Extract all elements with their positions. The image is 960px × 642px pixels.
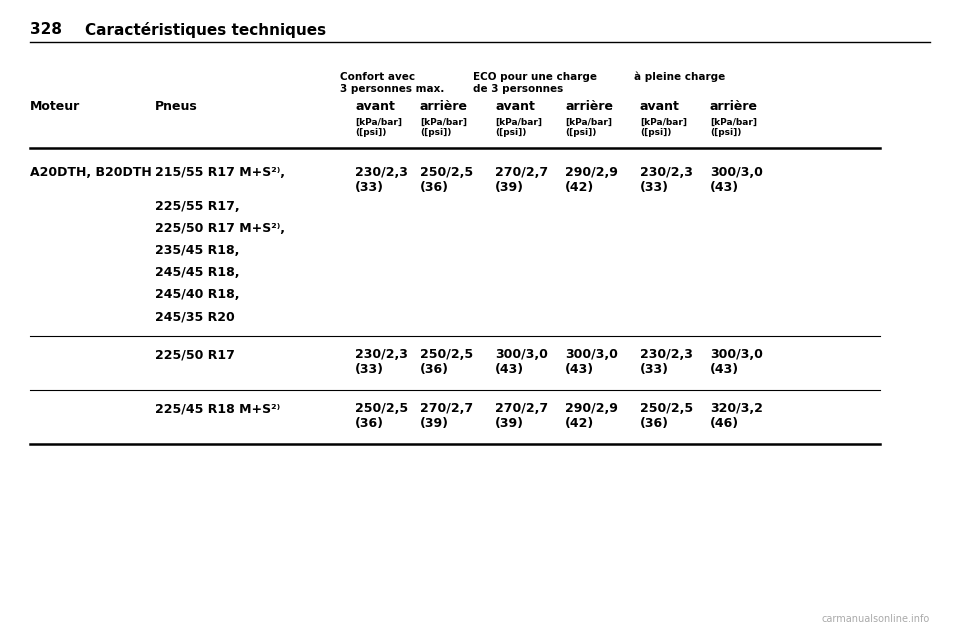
- Text: 230/2,3
(33): 230/2,3 (33): [355, 166, 408, 194]
- Text: 300/3,0
(43): 300/3,0 (43): [710, 166, 763, 194]
- Text: 320/3,2
(46): 320/3,2 (46): [710, 402, 763, 430]
- Text: 250/2,5
(36): 250/2,5 (36): [640, 402, 693, 430]
- Text: arrière: arrière: [420, 100, 468, 113]
- Text: 245/40 R18,: 245/40 R18,: [155, 288, 239, 301]
- Text: A20DTH, B20DTH: A20DTH, B20DTH: [30, 166, 152, 179]
- Text: 290/2,9
(42): 290/2,9 (42): [565, 402, 618, 430]
- Text: Confort avec
3 personnes max.: Confort avec 3 personnes max.: [340, 72, 444, 94]
- Text: 300/3,0
(43): 300/3,0 (43): [565, 348, 618, 376]
- Text: Caractéristiques techniques: Caractéristiques techniques: [85, 22, 326, 38]
- Text: 245/35 R20: 245/35 R20: [155, 310, 235, 323]
- Text: 300/3,0
(43): 300/3,0 (43): [710, 348, 763, 376]
- Text: avant: avant: [495, 100, 535, 113]
- Text: 270/2,7
(39): 270/2,7 (39): [495, 166, 548, 194]
- Text: 300/3,0
(43): 300/3,0 (43): [495, 348, 548, 376]
- Text: 230/2,3
(33): 230/2,3 (33): [355, 348, 408, 376]
- Text: [kPa/bar]
([psi]): [kPa/bar] ([psi]): [565, 118, 612, 137]
- Text: [kPa/bar]
([psi]): [kPa/bar] ([psi]): [495, 118, 542, 137]
- Text: 230/2,3
(33): 230/2,3 (33): [640, 348, 693, 376]
- Text: arrière: arrière: [565, 100, 613, 113]
- Text: arrière: arrière: [710, 100, 758, 113]
- Text: ECO pour une charge
de 3 personnes: ECO pour une charge de 3 personnes: [473, 72, 597, 94]
- Text: Moteur: Moteur: [30, 100, 81, 113]
- Text: 215/55 R17 M+S²⁾,: 215/55 R17 M+S²⁾,: [155, 166, 285, 179]
- Text: 250/2,5
(36): 250/2,5 (36): [355, 402, 408, 430]
- Text: 250/2,5
(36): 250/2,5 (36): [420, 166, 473, 194]
- Text: [kPa/bar]
([psi]): [kPa/bar] ([psi]): [355, 118, 402, 137]
- Text: Pneus: Pneus: [155, 100, 198, 113]
- Text: 225/50 R17 M+S²⁾,: 225/50 R17 M+S²⁾,: [155, 222, 285, 235]
- Text: 235/45 R18,: 235/45 R18,: [155, 244, 239, 257]
- Text: 250/2,5
(36): 250/2,5 (36): [420, 348, 473, 376]
- Text: [kPa/bar]
([psi]): [kPa/bar] ([psi]): [710, 118, 757, 137]
- Text: avant: avant: [640, 100, 680, 113]
- Text: 245/45 R18,: 245/45 R18,: [155, 266, 239, 279]
- Text: 270/2,7
(39): 270/2,7 (39): [420, 402, 473, 430]
- Text: [kPa/bar]
([psi]): [kPa/bar] ([psi]): [420, 118, 467, 137]
- Text: 225/55 R17,: 225/55 R17,: [155, 200, 240, 213]
- Text: 270/2,7
(39): 270/2,7 (39): [495, 402, 548, 430]
- Text: 290/2,9
(42): 290/2,9 (42): [565, 166, 618, 194]
- Text: 230/2,3
(33): 230/2,3 (33): [640, 166, 693, 194]
- Text: 225/45 R18 M+S²⁾: 225/45 R18 M+S²⁾: [155, 402, 280, 415]
- Text: avant: avant: [355, 100, 395, 113]
- Text: carmanualsonline.info: carmanualsonline.info: [822, 614, 930, 624]
- Text: à pleine charge: à pleine charge: [635, 72, 726, 83]
- Text: 225/50 R17: 225/50 R17: [155, 348, 235, 361]
- Text: 328: 328: [30, 22, 62, 37]
- Text: [kPa/bar]
([psi]): [kPa/bar] ([psi]): [640, 118, 687, 137]
